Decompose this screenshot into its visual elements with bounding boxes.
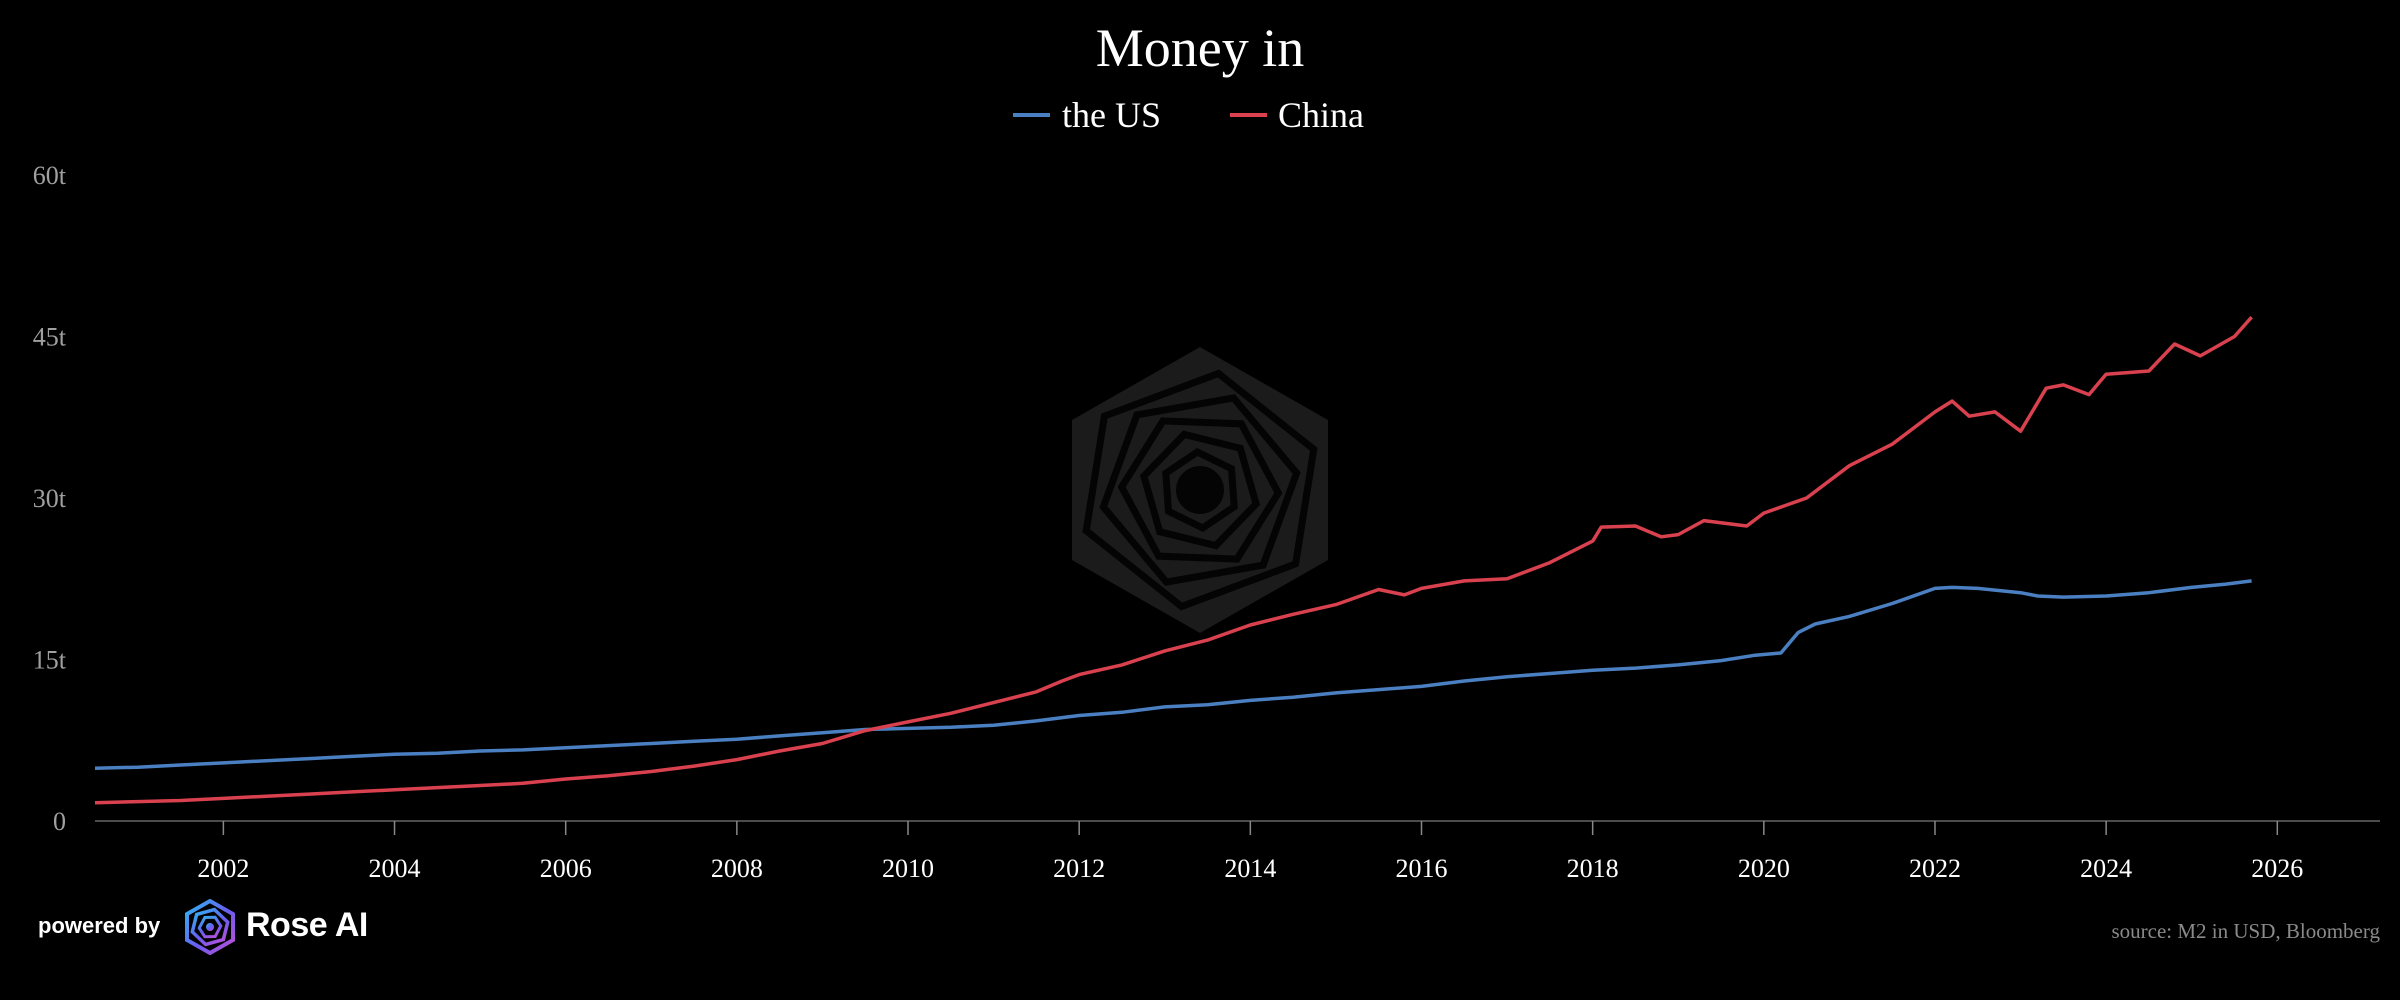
legend-label-us: the US [1062, 95, 1161, 135]
series-line-the-us [94, 579, 2252, 770]
y-tick-label: 30t [33, 484, 67, 513]
x-tick-label: 2020 [1738, 854, 1790, 883]
series-line-china [94, 315, 2253, 805]
rose-ai-watermark-icon [1072, 347, 1328, 633]
legend-label-china: China [1278, 95, 1364, 135]
x-tick-label: 2022 [1909, 854, 1961, 883]
x-tick-label: 2008 [711, 854, 763, 883]
x-tick-label: 2010 [882, 854, 934, 883]
rose-ai-wordmark: Rose AI [246, 906, 368, 944]
x-tick-label: 2012 [1053, 854, 1105, 883]
series-lines [94, 315, 2253, 805]
y-axis: 0 15t 30t 45t 60t [33, 161, 67, 836]
source-note: source: M2 in USD, Bloomberg [2111, 919, 2380, 943]
x-tick-label: 2018 [1567, 854, 1619, 883]
x-tick-label: 2004 [369, 854, 421, 883]
x-tick-label: 2014 [1224, 854, 1276, 883]
powered-by-label: powered by [38, 913, 161, 938]
x-tick-label: 2006 [540, 854, 592, 883]
rose-ai-logo-icon [185, 899, 235, 955]
x-tick-label: 2026 [2251, 854, 2303, 883]
y-tick-label: 15t [33, 646, 67, 675]
x-tick-label: 2002 [197, 854, 249, 883]
y-tick-label: 45t [33, 323, 67, 352]
y-tick-label: 0 [53, 807, 66, 836]
legend: the US China [1013, 95, 1364, 135]
x-tick-label: 2016 [1395, 854, 1447, 883]
x-tick-label: 2024 [2080, 854, 2132, 883]
y-tick-label: 60t [33, 161, 67, 190]
x-axis: 2002 2004 2006 2008 2010 2012 2014 2016 2018 2020… [95, 820, 2380, 883]
chart-title: Money in [1096, 18, 1305, 78]
